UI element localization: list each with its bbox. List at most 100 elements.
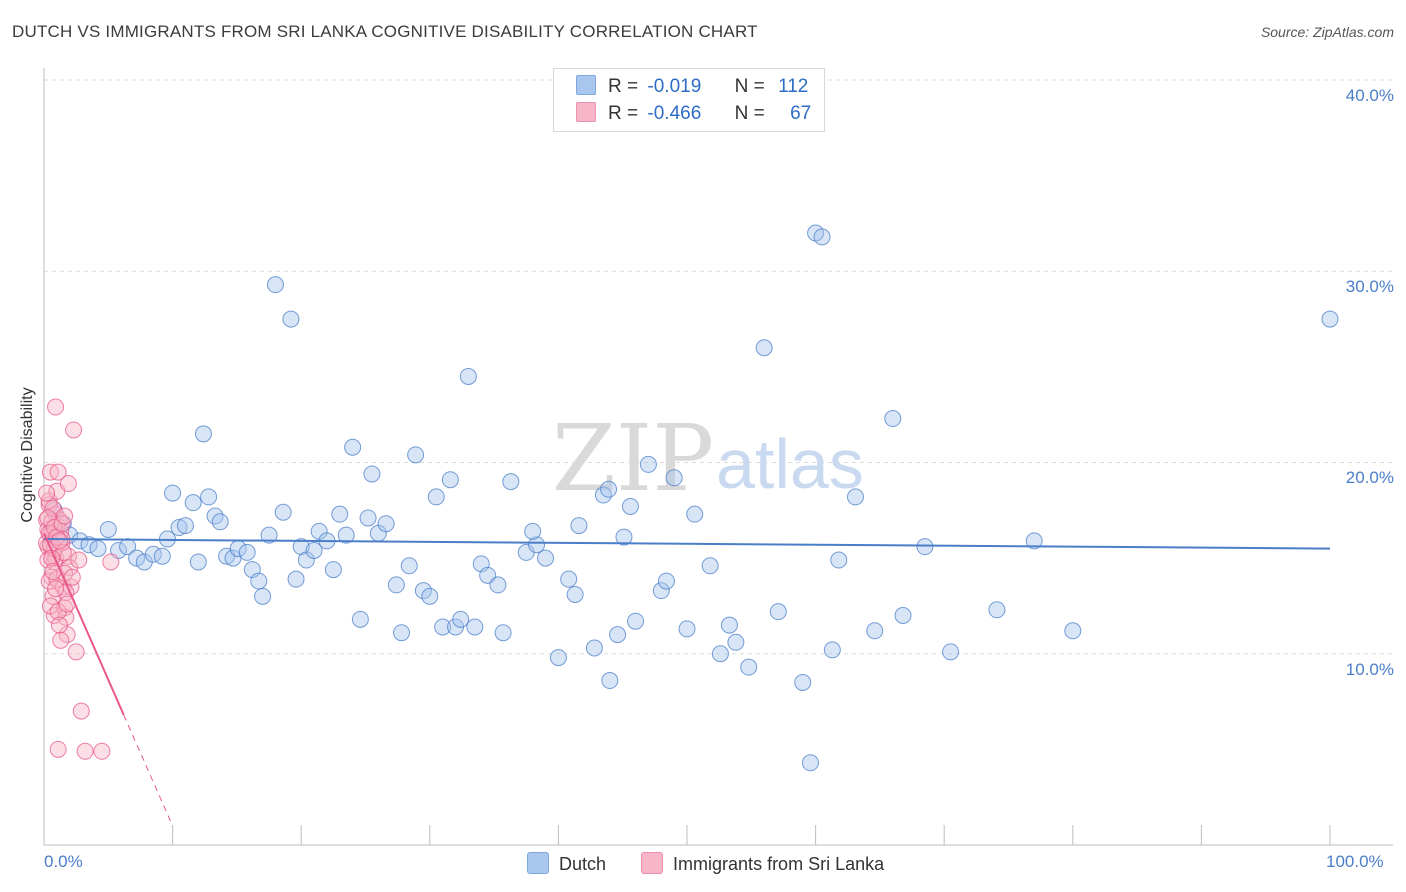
dutch-point — [652, 582, 670, 600]
dutch-point — [211, 513, 229, 531]
dutch-point — [80, 536, 98, 554]
dutch-point — [387, 576, 405, 594]
dutch-point — [678, 620, 696, 638]
series-legend-label: Dutch — [559, 854, 607, 874]
dutch-point — [128, 549, 146, 567]
dutch-point — [274, 503, 292, 521]
dutch-point — [164, 484, 182, 502]
dutch-point — [494, 624, 512, 642]
sri-lanka-point — [76, 742, 94, 760]
dutch-point — [846, 488, 864, 506]
sri-lanka-point — [102, 553, 120, 571]
sri-lanka-point — [59, 475, 77, 493]
correlation-legend: R = -0.019 N = 112 R = -0.466 N = 67 — [553, 68, 825, 132]
dutch-point — [866, 622, 884, 640]
dutch-point — [305, 541, 323, 559]
dutch-point — [740, 658, 758, 676]
series-legend-sri-lanka[interactable]: Immigrants from Sri Lanka — [641, 852, 884, 875]
dutch-point — [600, 480, 618, 498]
dutch-point — [324, 561, 342, 579]
dutch-point — [238, 543, 256, 561]
dutch-point — [260, 526, 278, 544]
sri-lanka-point — [49, 463, 67, 481]
dutch-point — [615, 528, 633, 546]
legend-n-label: N = — [734, 76, 765, 97]
x-tick-label-min: 0.0% — [44, 852, 83, 871]
y-tick-label: 40.0% — [1345, 86, 1394, 105]
trend-lines — [43, 532, 1331, 827]
dutch-point — [711, 645, 729, 663]
legend-r-value: -0.466 — [647, 103, 702, 124]
axes — [43, 68, 1393, 846]
legend-swatch-dutch — [576, 75, 596, 95]
dutch-point — [452, 610, 470, 628]
sri-lanka-point — [47, 398, 65, 416]
sri-lanka-trend-line — [43, 532, 125, 716]
dutch-point — [524, 522, 542, 540]
dutch-point — [459, 367, 477, 385]
dutch-point — [601, 672, 619, 690]
dutch-point — [665, 469, 683, 487]
legend-swatch-sri-lanka — [576, 102, 596, 122]
dutch-point — [176, 517, 194, 535]
dutch-point — [89, 540, 107, 558]
data-points — [38, 224, 1339, 772]
series-legend-dutch[interactable]: Dutch — [527, 852, 606, 875]
sri-lanka-point — [93, 742, 111, 760]
series-swatch-dutch — [527, 852, 549, 874]
dutch-point — [287, 570, 305, 588]
sri-lanka-point — [50, 532, 68, 550]
dutch-point — [537, 549, 555, 567]
source-label: Source: ZipAtlas.com — [1260, 24, 1394, 40]
y-tick-label: 20.0% — [1345, 468, 1394, 487]
dutch-point — [266, 276, 284, 294]
dutch-point — [170, 519, 188, 537]
dutch-point — [566, 585, 584, 603]
dutch-point — [560, 570, 578, 588]
legend-r-label: R = — [608, 76, 639, 97]
dutch-point — [363, 465, 381, 483]
dutch-point — [359, 509, 377, 527]
sri-lanka-point — [67, 643, 85, 661]
chart-title: DUTCH VS IMMIGRANTS FROM SRI LANKA COGNI… — [12, 22, 758, 41]
dutch-point — [1321, 310, 1339, 328]
sri-lanka-trend-extension — [123, 714, 174, 827]
dutch-point — [292, 538, 310, 556]
dutch-point — [801, 754, 819, 772]
dutch-point — [585, 639, 603, 657]
y-tick-label: 10.0% — [1345, 660, 1394, 679]
dutch-point — [344, 438, 362, 456]
legend-r-label: R = — [608, 103, 639, 124]
dutch-point — [549, 649, 567, 667]
dutch-point — [823, 641, 841, 659]
dutch-point — [528, 536, 546, 554]
dutch-point — [427, 488, 445, 506]
dutch-point — [71, 532, 89, 550]
dutch-point — [701, 557, 719, 575]
dutch-point — [351, 610, 369, 628]
dutch-point — [466, 618, 484, 636]
dutch-point — [250, 572, 268, 590]
dutch-point — [627, 612, 645, 630]
dutch-point — [254, 587, 272, 605]
dutch-point — [894, 607, 912, 624]
dutch-point — [502, 473, 520, 491]
dutch-point — [686, 505, 704, 523]
dutch-point — [99, 520, 117, 538]
dutch-point — [421, 587, 439, 605]
dutch-point — [884, 410, 902, 428]
dutch-point — [194, 425, 212, 443]
sri-lanka-point — [56, 507, 74, 525]
dutch-point — [414, 582, 432, 600]
sri-lanka-point — [45, 519, 63, 537]
dutch-point — [794, 673, 812, 691]
dutch-point — [720, 616, 738, 634]
dutch-point — [393, 624, 411, 642]
dutch-point — [916, 538, 934, 556]
dutch-trend-line — [43, 538, 1331, 550]
sri-lanka-point — [65, 421, 83, 439]
dutch-point — [282, 310, 300, 328]
dutch-point — [639, 455, 657, 473]
y-tick-label: 30.0% — [1345, 277, 1394, 296]
